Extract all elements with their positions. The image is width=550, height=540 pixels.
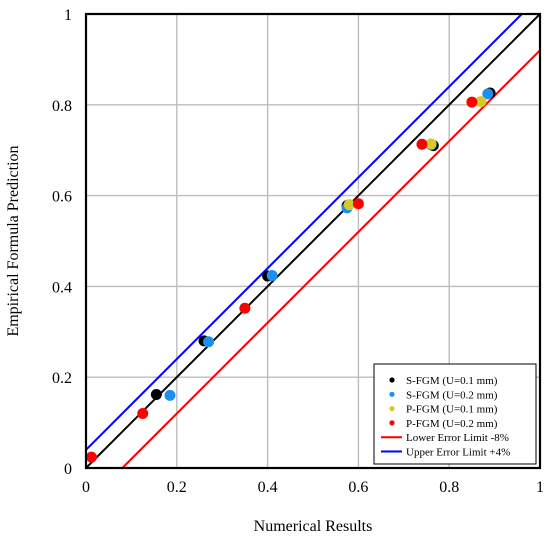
reference-line <box>85 13 541 469</box>
y-tick-label: 0.4 <box>52 279 72 296</box>
data-points <box>85 87 496 463</box>
data-point <box>239 302 251 314</box>
plot-frame <box>84 12 542 470</box>
x-tick-label: 0.4 <box>258 479 278 496</box>
data-point <box>85 451 97 463</box>
legend-marker <box>389 391 395 397</box>
data-point <box>425 138 437 150</box>
data-point <box>137 408 149 420</box>
legend-marker <box>389 420 395 426</box>
x-tick-label: 0 <box>82 479 90 496</box>
y-tick-label: 0.6 <box>52 189 72 206</box>
reference-lines <box>85 13 541 469</box>
grid-lines <box>86 14 540 468</box>
x-axis-title: Numerical Results <box>254 518 373 535</box>
x-tick-labels: 0 0.2 0.4 0.6 0.8 1 <box>82 479 544 496</box>
data-point <box>482 88 494 100</box>
data-point <box>343 199 355 211</box>
data-point <box>266 270 278 282</box>
data-point <box>416 138 428 150</box>
legend-label: Lower Error Limit -8% <box>406 432 509 444</box>
data-point <box>203 336 215 348</box>
legend-label: P-FGM (U=0.1 mm) <box>406 404 498 416</box>
y-tick-label: 0.8 <box>52 98 72 115</box>
reference-line <box>121 49 541 469</box>
y-tick-label: 1 <box>64 7 72 24</box>
y-tick-label: 0.2 <box>52 370 72 387</box>
y-tick-labels: 0 0.2 0.4 0.6 0.8 1 <box>52 7 72 478</box>
legend-marker <box>389 406 395 412</box>
legend-box <box>373 363 537 465</box>
y-tick-label: 0 <box>64 461 72 478</box>
data-point <box>475 96 487 108</box>
x-tick-label: 0.6 <box>348 479 368 496</box>
legend-label: S-FGM (U=0.1 mm) <box>406 375 498 387</box>
data-point <box>352 198 364 210</box>
legend-label: Upper Error Limit +4% <box>406 447 510 459</box>
reference-line <box>85 13 523 451</box>
legend: S-FGM (U=0.1 mm) S-FGM (U=0.2 mm) P-FGM (U… <box>373 363 537 465</box>
y-axis-title: Empirical Formula Prediction <box>5 145 22 336</box>
data-point <box>466 96 478 108</box>
x-tick-label: 0.8 <box>439 479 459 496</box>
legend-label: P-FGM (U=0.2 mm) <box>406 418 498 430</box>
legend-label: S-FGM (U=0.2 mm) <box>406 389 498 401</box>
data-point <box>164 389 176 401</box>
data-point <box>150 388 162 400</box>
legend-marker <box>389 377 395 383</box>
x-tick-label: 0.2 <box>167 479 187 496</box>
x-tick-label: 1 <box>536 479 544 496</box>
